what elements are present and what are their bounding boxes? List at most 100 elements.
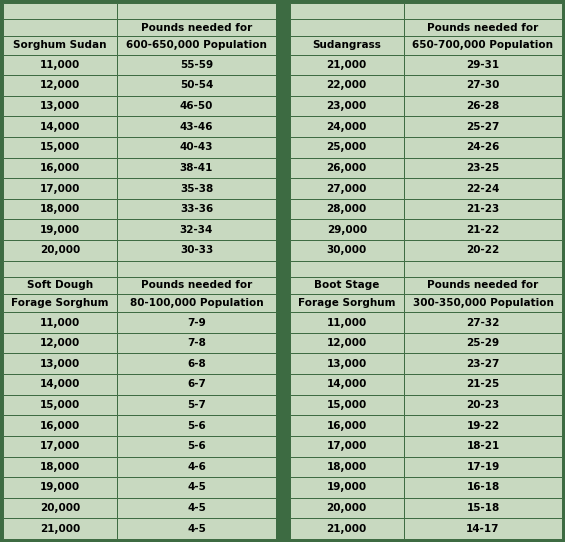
Bar — [276, 75, 289, 96]
Text: 43-46: 43-46 — [180, 122, 213, 132]
Text: 14,000: 14,000 — [327, 379, 367, 389]
Text: 24-26: 24-26 — [466, 143, 499, 152]
Bar — [3, 220, 118, 240]
Bar — [3, 36, 118, 55]
Bar — [118, 395, 276, 415]
Bar — [276, 19, 289, 36]
Bar — [118, 436, 276, 456]
Bar — [3, 75, 118, 96]
Text: 13,000: 13,000 — [40, 101, 80, 111]
Bar — [404, 55, 562, 75]
Text: 21-22: 21-22 — [466, 225, 499, 235]
Text: 21-23: 21-23 — [466, 204, 499, 214]
Text: 17-19: 17-19 — [466, 462, 499, 472]
Bar — [118, 137, 276, 158]
Text: 15,000: 15,000 — [40, 400, 80, 410]
Bar — [289, 75, 404, 96]
Bar — [404, 261, 562, 277]
Text: 11,000: 11,000 — [327, 318, 367, 327]
Bar — [289, 333, 404, 353]
Bar — [118, 312, 276, 333]
Text: 27-30: 27-30 — [466, 80, 499, 91]
Text: 5-6: 5-6 — [187, 421, 206, 430]
Text: 650-700,000 Population: 650-700,000 Population — [412, 40, 554, 50]
Bar — [289, 312, 404, 333]
Bar — [3, 137, 118, 158]
Bar — [118, 220, 276, 240]
Bar — [3, 19, 118, 36]
Bar — [289, 456, 404, 477]
Bar — [118, 374, 276, 395]
Bar — [404, 456, 562, 477]
Text: 4-5: 4-5 — [187, 524, 206, 534]
Bar — [3, 518, 118, 539]
Bar — [276, 36, 289, 55]
Text: 27-32: 27-32 — [466, 318, 499, 327]
Text: 16,000: 16,000 — [40, 163, 80, 173]
Text: 19,000: 19,000 — [327, 482, 367, 493]
Text: 33-36: 33-36 — [180, 204, 213, 214]
Text: 7-8: 7-8 — [187, 338, 206, 348]
Text: 29,000: 29,000 — [327, 225, 367, 235]
Bar — [289, 294, 404, 312]
Bar — [118, 3, 276, 19]
Text: 15,000: 15,000 — [327, 400, 367, 410]
Text: 5-6: 5-6 — [187, 441, 206, 451]
Text: 600-650,000 Population: 600-650,000 Population — [126, 40, 267, 50]
Text: 13,000: 13,000 — [40, 359, 80, 369]
Bar — [404, 374, 562, 395]
Bar — [118, 19, 276, 36]
Text: 4-6: 4-6 — [187, 462, 206, 472]
Text: Forage Sorghum: Forage Sorghum — [11, 298, 109, 308]
Bar — [289, 374, 404, 395]
Text: 30-33: 30-33 — [180, 246, 213, 255]
Bar — [118, 294, 276, 312]
Text: Pounds needed for: Pounds needed for — [427, 280, 538, 291]
Bar — [289, 277, 404, 294]
Bar — [289, 498, 404, 518]
Bar — [404, 436, 562, 456]
Bar — [289, 415, 404, 436]
Bar — [404, 277, 562, 294]
Bar — [118, 518, 276, 539]
Text: 18,000: 18,000 — [40, 462, 80, 472]
Text: 20-22: 20-22 — [466, 246, 499, 255]
Bar — [118, 333, 276, 353]
Text: 25-29: 25-29 — [467, 338, 499, 348]
Bar — [289, 137, 404, 158]
Text: 23-25: 23-25 — [466, 163, 499, 173]
Bar — [404, 294, 562, 312]
Text: 20-23: 20-23 — [466, 400, 499, 410]
Bar — [276, 158, 289, 178]
Bar — [3, 374, 118, 395]
Bar — [276, 261, 289, 277]
Bar — [3, 178, 118, 199]
Bar — [3, 415, 118, 436]
Text: 40-43: 40-43 — [180, 143, 213, 152]
Bar — [276, 137, 289, 158]
Text: 15,000: 15,000 — [40, 143, 80, 152]
Text: 30,000: 30,000 — [327, 246, 367, 255]
Text: 16-18: 16-18 — [466, 482, 499, 493]
Bar — [118, 456, 276, 477]
Bar — [404, 96, 562, 117]
Text: Pounds needed for: Pounds needed for — [141, 23, 252, 33]
Text: 26-28: 26-28 — [466, 101, 499, 111]
Bar — [404, 137, 562, 158]
Text: 20,000: 20,000 — [40, 503, 80, 513]
Bar — [276, 436, 289, 456]
Bar — [289, 96, 404, 117]
Bar — [404, 477, 562, 498]
Bar — [118, 261, 276, 277]
Bar — [276, 477, 289, 498]
Bar — [118, 36, 276, 55]
Bar — [404, 353, 562, 374]
Text: 27,000: 27,000 — [327, 184, 367, 193]
Text: 26,000: 26,000 — [327, 163, 367, 173]
Text: 23-27: 23-27 — [466, 359, 499, 369]
Text: 17,000: 17,000 — [40, 441, 80, 451]
Bar — [289, 477, 404, 498]
Bar — [276, 456, 289, 477]
Text: 4-5: 4-5 — [187, 503, 206, 513]
Bar — [404, 498, 562, 518]
